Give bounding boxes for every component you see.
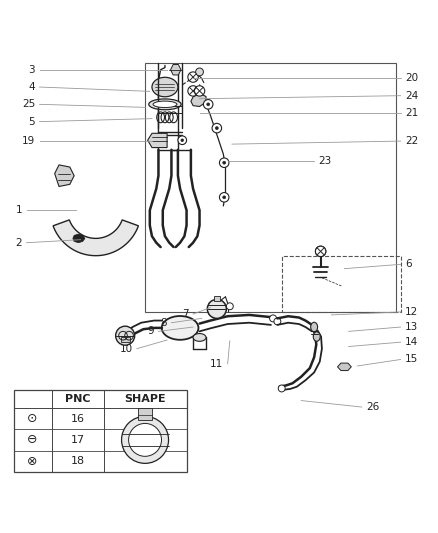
Circle shape	[181, 139, 184, 142]
Text: PNC: PNC	[65, 394, 90, 404]
Bar	[138, 408, 152, 420]
Text: 25: 25	[22, 99, 35, 109]
Text: ⊗: ⊗	[27, 455, 38, 468]
Text: 2: 2	[16, 238, 22, 248]
Text: 16: 16	[71, 414, 85, 424]
Polygon shape	[148, 133, 167, 148]
Text: 12: 12	[405, 307, 418, 317]
Text: 19: 19	[22, 136, 35, 146]
Polygon shape	[73, 234, 85, 243]
Polygon shape	[191, 94, 206, 107]
Circle shape	[178, 136, 187, 144]
Circle shape	[278, 385, 285, 392]
Polygon shape	[55, 165, 74, 187]
Text: 5: 5	[28, 117, 35, 127]
Text: 23: 23	[318, 156, 332, 166]
Polygon shape	[170, 64, 181, 75]
Ellipse shape	[313, 332, 320, 341]
Ellipse shape	[153, 101, 177, 108]
Ellipse shape	[152, 77, 178, 97]
Text: 24: 24	[405, 91, 418, 101]
Ellipse shape	[149, 99, 181, 110]
Text: 11: 11	[210, 359, 223, 369]
Bar	[14, 390, 187, 472]
Text: 9: 9	[148, 326, 154, 336]
Circle shape	[219, 158, 229, 167]
Circle shape	[194, 86, 205, 96]
Circle shape	[315, 246, 326, 256]
Text: 22: 22	[405, 136, 418, 146]
Text: 8: 8	[160, 318, 167, 328]
Circle shape	[188, 86, 198, 96]
Ellipse shape	[196, 68, 203, 76]
Text: 15: 15	[405, 354, 418, 365]
Text: 13: 13	[405, 322, 418, 332]
Circle shape	[223, 161, 226, 164]
Circle shape	[215, 127, 218, 130]
Polygon shape	[53, 220, 138, 256]
Bar	[214, 296, 220, 301]
Text: 21: 21	[405, 108, 418, 118]
Circle shape	[129, 423, 162, 456]
Circle shape	[223, 196, 226, 199]
Bar	[145, 63, 396, 312]
Text: 3: 3	[28, 64, 35, 75]
Text: ⊖: ⊖	[27, 433, 38, 446]
Text: 7: 7	[182, 309, 189, 319]
Circle shape	[315, 246, 326, 256]
Text: 18: 18	[71, 456, 85, 466]
Bar	[282, 256, 401, 312]
Ellipse shape	[162, 316, 198, 340]
Circle shape	[270, 315, 276, 322]
Text: 14: 14	[405, 337, 418, 347]
Circle shape	[188, 72, 198, 82]
Ellipse shape	[193, 334, 206, 341]
Circle shape	[226, 303, 233, 310]
Text: 10: 10	[120, 344, 133, 354]
Circle shape	[207, 103, 210, 106]
Ellipse shape	[311, 322, 318, 332]
Circle shape	[116, 326, 134, 345]
Circle shape	[274, 318, 281, 325]
Circle shape	[203, 100, 213, 109]
Circle shape	[219, 192, 229, 202]
Circle shape	[212, 123, 222, 133]
Text: SHAPE: SHAPE	[124, 394, 166, 404]
Text: 4: 4	[28, 82, 35, 92]
Circle shape	[207, 300, 226, 318]
Circle shape	[122, 416, 169, 463]
Text: 6: 6	[405, 260, 412, 269]
Text: 26: 26	[366, 402, 379, 412]
Polygon shape	[338, 363, 351, 370]
Bar	[121, 336, 130, 342]
Text: 1: 1	[16, 205, 22, 215]
Text: ⊙: ⊙	[27, 412, 38, 425]
Text: 17: 17	[71, 435, 85, 445]
Text: 20: 20	[405, 74, 418, 83]
